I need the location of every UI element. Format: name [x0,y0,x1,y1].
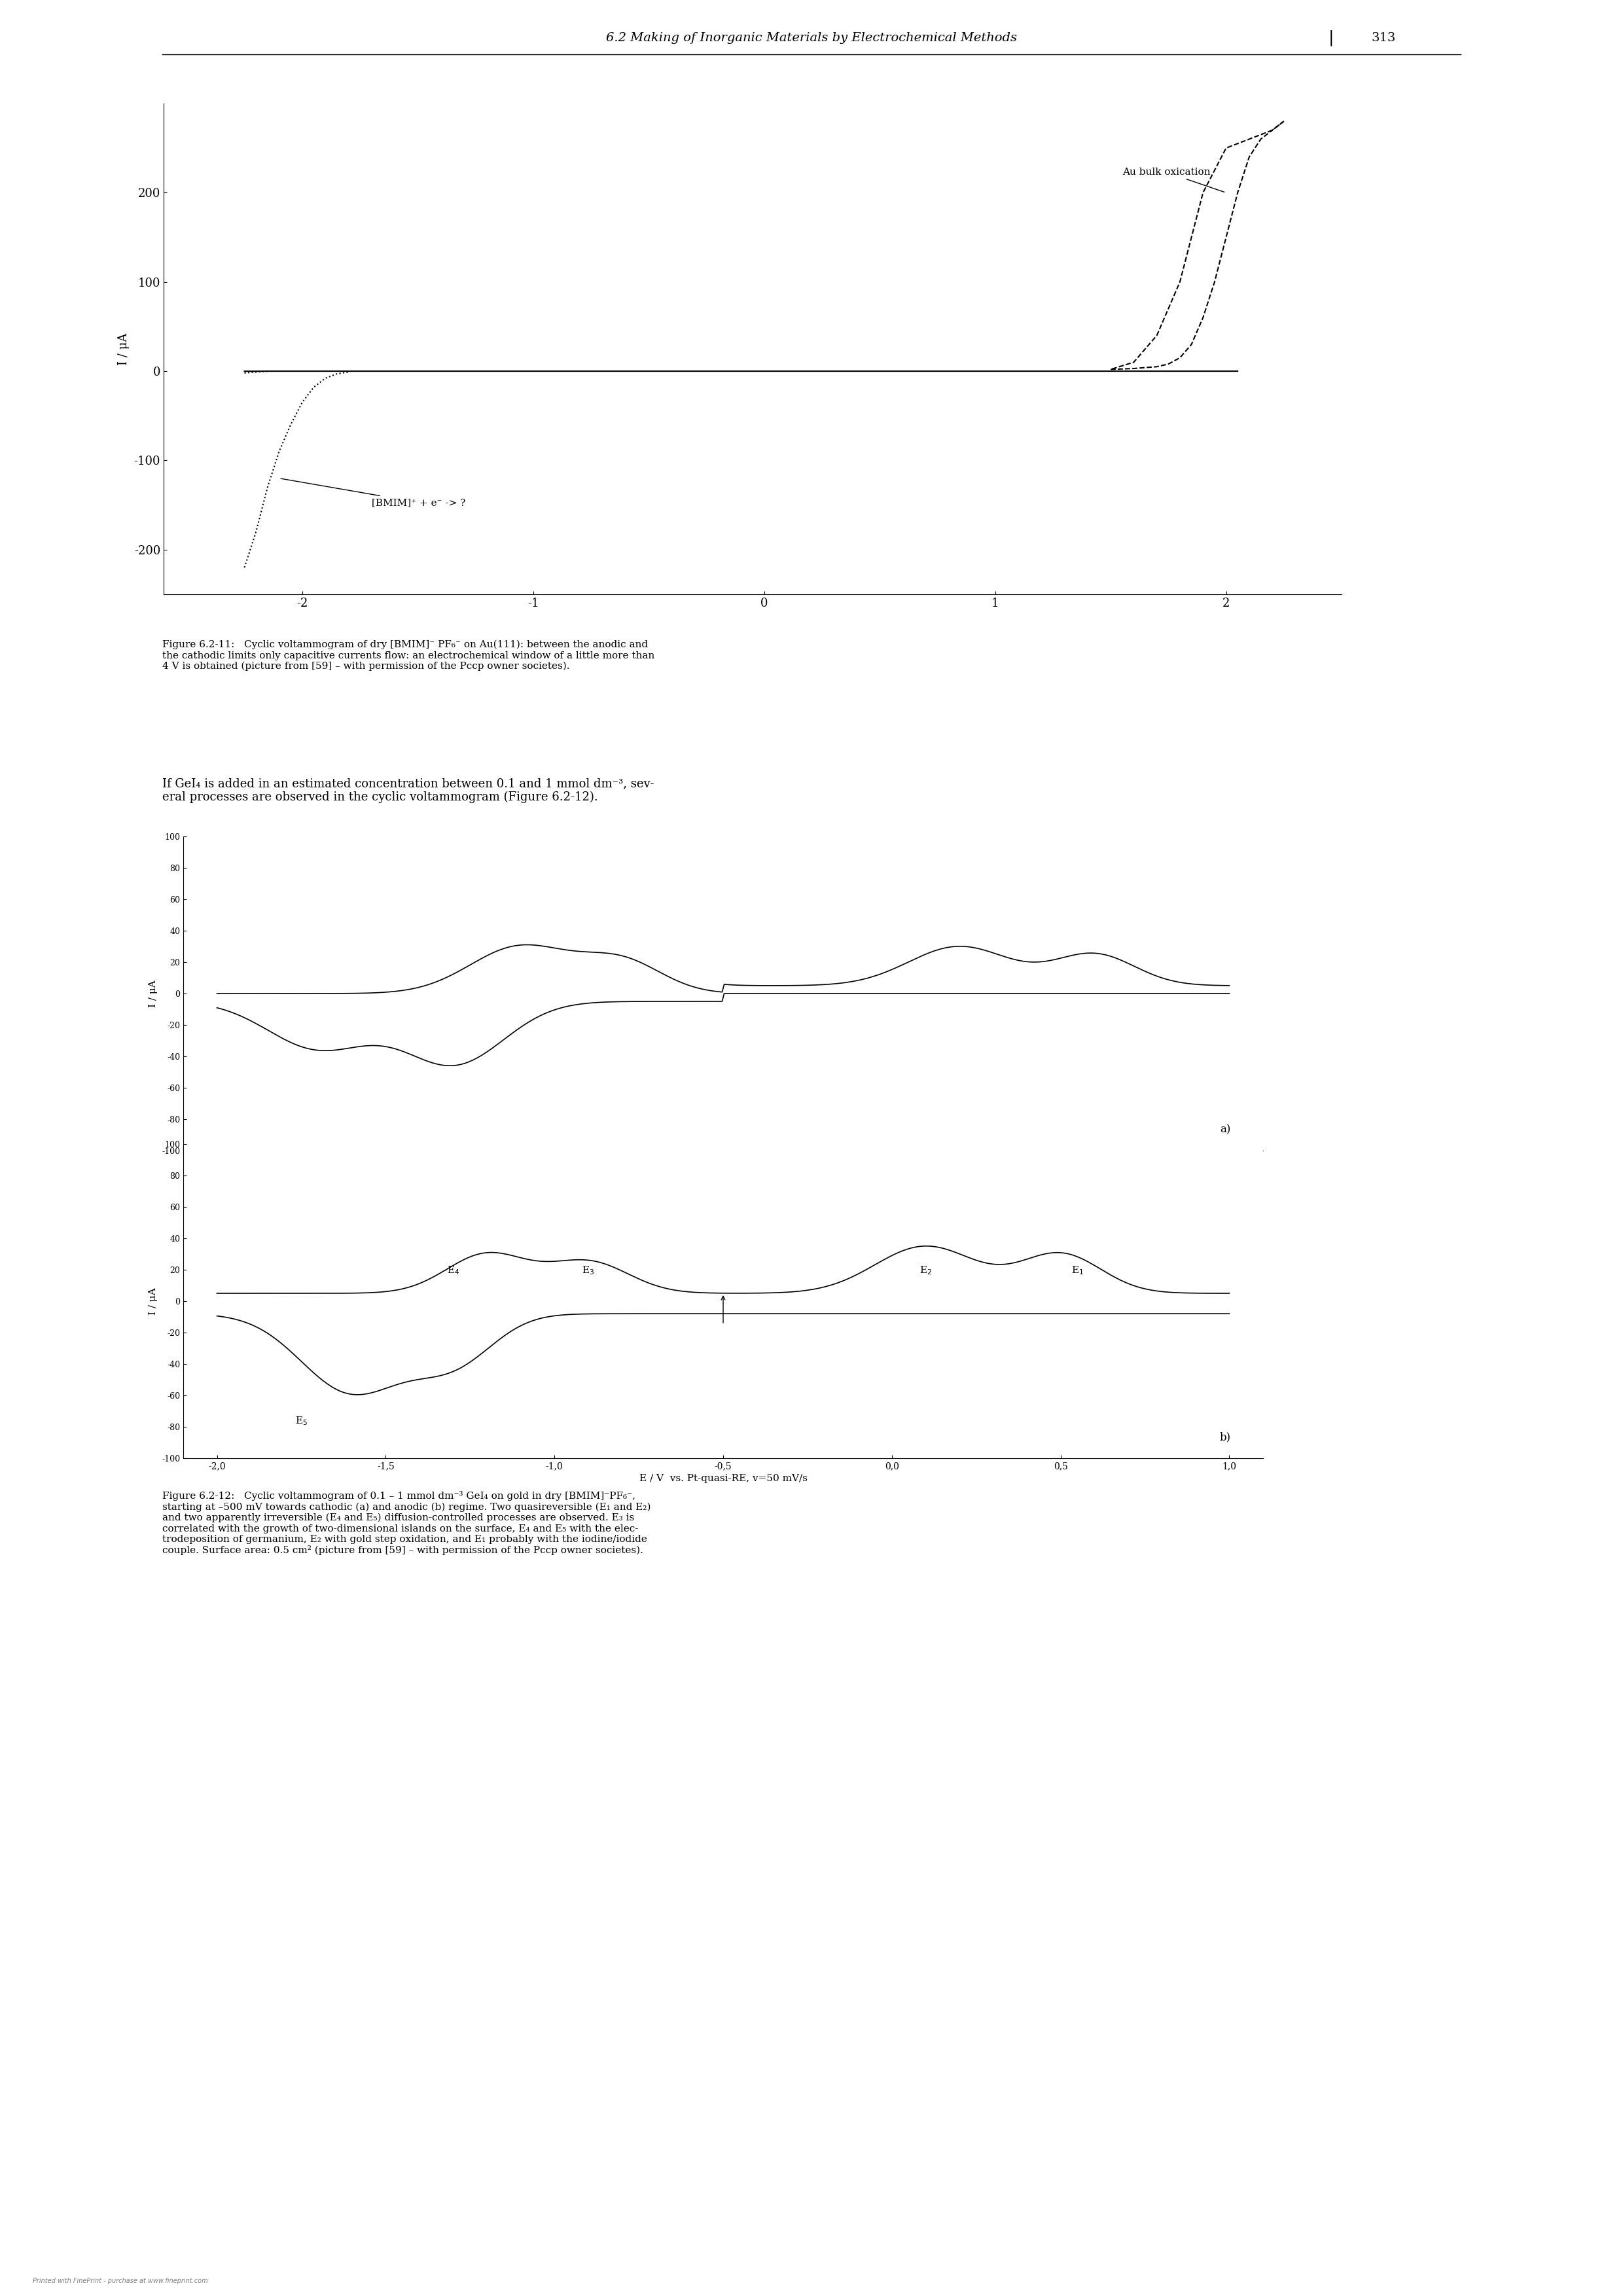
Text: Figure 6.2-11:   Cyclic voltammogram of dry [BMIM]⁻ PF₆⁻ on Au(111): between the: Figure 6.2-11: Cyclic voltammogram of dr… [162,641,654,670]
Text: E$_5$: E$_5$ [295,1414,308,1426]
Y-axis label: I / μA: I / μA [117,333,130,365]
Text: If GeI₄ is added in an estimated concentration between 0.1 and 1 mmol dm⁻³, sev-: If GeI₄ is added in an estimated concent… [162,778,654,804]
Text: Printed with FinePrint - purchase at www.fineprint.com: Printed with FinePrint - purchase at www… [32,2278,208,2285]
Text: E$_2$: E$_2$ [919,1265,932,1277]
Y-axis label: I / μA: I / μA [149,1288,157,1316]
Y-axis label: I / μA: I / μA [149,980,157,1008]
Text: 313: 313 [1371,32,1396,44]
Text: [BMIM]⁺ + e⁻ -> ?: [BMIM]⁺ + e⁻ -> ? [281,478,466,507]
Text: |: | [1328,30,1334,46]
Text: b): b) [1219,1430,1230,1442]
Text: E$_3$: E$_3$ [583,1265,594,1277]
Text: E$_1$: E$_1$ [1071,1265,1084,1277]
Text: Figure 6.2-12:   Cyclic voltammogram of 0.1 – 1 mmol dm⁻³ GeI₄ on gold in dry [B: Figure 6.2-12: Cyclic voltammogram of 0.… [162,1490,651,1554]
Text: 6.2 Making of Inorganic Materials by Electrochemical Methods: 6.2 Making of Inorganic Materials by Ele… [605,32,1018,44]
Text: E$_4$: E$_4$ [446,1265,459,1277]
Text: a): a) [1220,1123,1230,1134]
Text: Au bulk oxication: Au bulk oxication [1121,168,1224,193]
X-axis label: E / V  vs. Pt-quasi-RE, v=50 mV/s: E / V vs. Pt-quasi-RE, v=50 mV/s [639,1474,807,1483]
